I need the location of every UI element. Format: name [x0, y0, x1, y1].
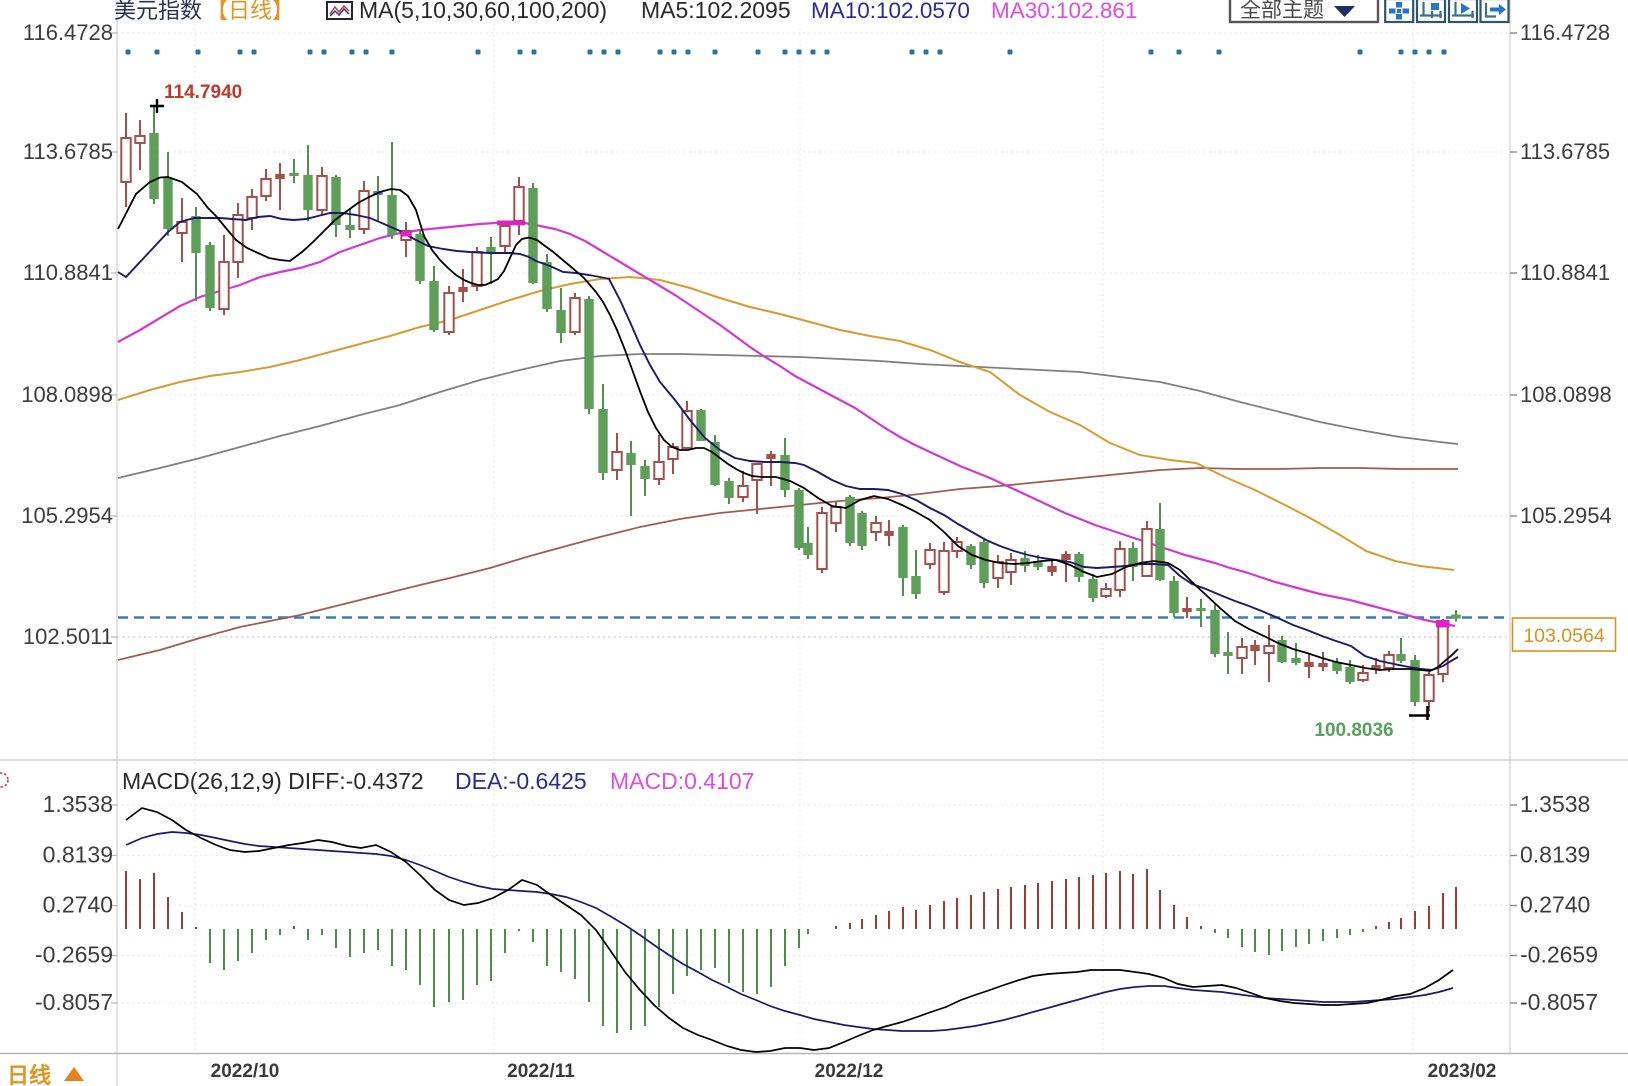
svg-text:-0.8057: -0.8057 [1520, 989, 1598, 1015]
svg-text:全部主题: 全部主题 [1240, 0, 1324, 22]
svg-text:114.7940: 114.7940 [164, 82, 242, 103]
svg-text:MA30:102.861: MA30:102.861 [991, 0, 1137, 23]
svg-text:MA(5,10,30,60,100,200): MA(5,10,30,60,100,200) [359, 0, 607, 23]
svg-text:日线: 日线 [7, 1063, 51, 1086]
svg-text:2023/02: 2023/02 [1428, 1061, 1497, 1082]
svg-text:113.6785: 113.6785 [1520, 139, 1610, 164]
svg-text:MACD:0.4107: MACD:0.4107 [610, 768, 754, 794]
svg-text:105.2954: 105.2954 [1520, 503, 1612, 528]
svg-text:103.0564: 103.0564 [1523, 625, 1604, 647]
svg-text:2022/10: 2022/10 [211, 1061, 280, 1082]
svg-text:MA10:102.0570: MA10:102.0570 [811, 0, 970, 23]
svg-text:1.3538: 1.3538 [43, 791, 113, 817]
svg-text:0.8139: 0.8139 [43, 842, 113, 868]
svg-text:105.2954: 105.2954 [21, 503, 113, 528]
svg-text:113.6785: 113.6785 [23, 139, 113, 164]
svg-text:2022/12: 2022/12 [815, 1061, 884, 1082]
svg-text:108.0898: 108.0898 [1520, 382, 1612, 407]
svg-text:2022/11: 2022/11 [507, 1061, 575, 1082]
svg-text:-0.2659: -0.2659 [1520, 942, 1598, 968]
svg-text:108.0898: 108.0898 [21, 382, 113, 407]
svg-text:DEA:-0.6425: DEA:-0.6425 [455, 768, 587, 794]
svg-text:美元指数: 美元指数 [114, 0, 202, 23]
svg-text:110.8841: 110.8841 [23, 260, 113, 285]
svg-text:110.8841: 110.8841 [1520, 260, 1610, 285]
svg-text:0.8139: 0.8139 [1520, 842, 1590, 868]
svg-text:MA5:102.2095: MA5:102.2095 [641, 0, 791, 23]
svg-text:0.2740: 0.2740 [43, 892, 113, 918]
svg-text:102.5011: 102.5011 [23, 624, 113, 649]
svg-text:116.4728: 116.4728 [1520, 20, 1610, 45]
svg-text:-0.8057: -0.8057 [35, 989, 113, 1015]
svg-text:116.4728: 116.4728 [23, 20, 113, 45]
svg-text:MACD(26,12,9) DIFF:-0.4372: MACD(26,12,9) DIFF:-0.4372 [122, 768, 424, 794]
svg-text:-0.2659: -0.2659 [35, 942, 113, 968]
svg-text:0.2740: 0.2740 [1520, 892, 1590, 918]
svg-text:100.8036: 100.8036 [1314, 720, 1393, 741]
svg-text:1.3538: 1.3538 [1520, 791, 1590, 817]
svg-text:【日线】: 【日线】 [206, 0, 294, 23]
